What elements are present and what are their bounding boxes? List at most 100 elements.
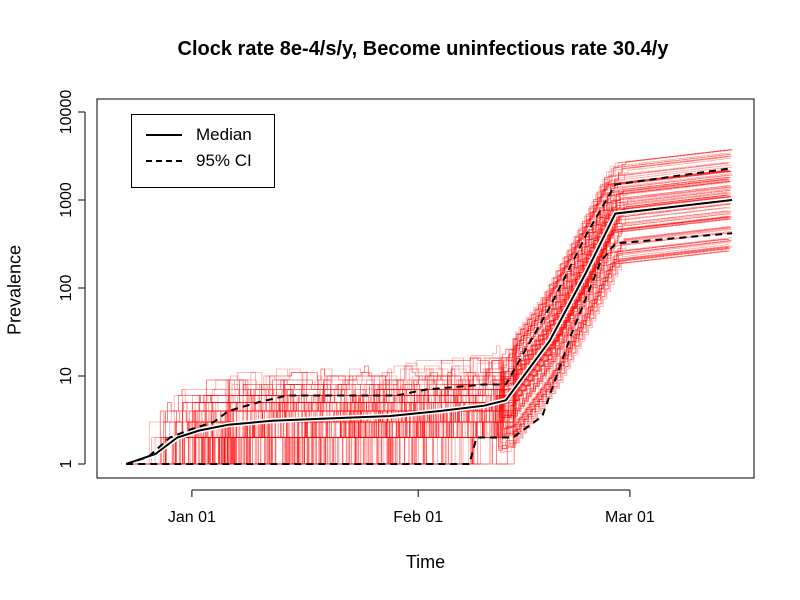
trajectory-line xyxy=(161,188,731,465)
trajectory-line xyxy=(208,232,731,464)
trajectory-line xyxy=(203,248,730,465)
median-line xyxy=(125,199,733,465)
trajectory-line xyxy=(154,216,732,465)
trajectory-line xyxy=(188,194,729,464)
trajectory-line xyxy=(188,192,730,465)
trajectory-line xyxy=(225,247,730,465)
trajectory-line xyxy=(158,149,733,465)
trajectory-line xyxy=(191,237,732,465)
trajectory-line xyxy=(158,171,732,465)
trajectory-line xyxy=(227,240,732,465)
trajectory-line xyxy=(156,216,730,465)
trajectory-line xyxy=(212,171,731,464)
trajectory-line xyxy=(170,250,729,465)
y-tick-label: 10000 xyxy=(58,90,75,135)
trajectory-line xyxy=(158,149,733,465)
trajectory-line xyxy=(178,226,731,465)
trajectory-line xyxy=(207,170,730,465)
trajectory-line xyxy=(171,185,731,465)
trajectory-line xyxy=(225,239,730,465)
trajectory-line xyxy=(154,216,732,465)
trajectory-line xyxy=(225,247,730,465)
axes: 1 10 100 1000 10000 Jan 01 Feb 01 Mar 01 xyxy=(58,90,655,526)
trajectory-line xyxy=(171,185,731,465)
trajectory-line xyxy=(221,246,730,465)
trajectory-line xyxy=(198,163,729,464)
trajectory-line xyxy=(203,248,730,465)
trajectory-line xyxy=(178,226,731,465)
trajectory-line xyxy=(212,227,732,465)
trajectory-line xyxy=(216,177,731,465)
trajectory-line xyxy=(225,239,730,465)
trajectory-line xyxy=(132,218,732,465)
trajectory-line xyxy=(190,154,731,465)
y-tick-label: 100 xyxy=(58,275,75,302)
trajectory-line xyxy=(203,238,730,465)
trajectory-line xyxy=(198,163,729,464)
trajectory-line xyxy=(164,207,731,465)
trajectory-line xyxy=(218,176,730,464)
y-tick-label: 1000 xyxy=(58,182,75,218)
trajectory-line xyxy=(193,187,731,465)
series-layer xyxy=(125,167,733,467)
trajectory-line xyxy=(135,170,731,465)
trajectory-line xyxy=(228,167,733,464)
trajectory-line xyxy=(172,196,731,465)
trajectory-line xyxy=(218,179,731,464)
trajectory-line xyxy=(173,179,729,465)
trajectory-line xyxy=(143,210,731,465)
trajectory-line xyxy=(144,173,733,465)
trajectory-line xyxy=(173,179,729,465)
x-axis-label: Time xyxy=(405,552,446,572)
trajectory-line xyxy=(207,170,730,465)
trajectory-line xyxy=(224,229,732,465)
trajectory-line xyxy=(212,227,732,465)
x-tick-label: Mar 01 xyxy=(605,509,655,526)
trajectory-line xyxy=(208,232,731,464)
trajectory-line xyxy=(212,180,732,464)
trajectory-line xyxy=(182,158,731,465)
trajectory-line xyxy=(212,171,731,464)
legend-dashed-line-icon xyxy=(146,160,182,162)
legend-label-ci: 95% CI xyxy=(196,151,252,170)
trajectory-line xyxy=(191,164,732,465)
legend-item-median: Median xyxy=(146,125,252,145)
trajectory-line xyxy=(218,176,730,464)
legend: Median 95% CI xyxy=(131,114,275,188)
legend-item-ci: 95% CI xyxy=(146,151,252,171)
trajectory-line xyxy=(178,196,730,465)
trajectory-line xyxy=(219,250,731,465)
trajectory-line xyxy=(201,152,731,465)
trajectory-line xyxy=(227,240,732,465)
y-axis-label: Prevalence xyxy=(4,244,25,336)
legend-solid-line-icon xyxy=(146,134,182,136)
trajectory-line xyxy=(188,218,730,465)
trajectory-line xyxy=(159,181,731,464)
trajectory-line xyxy=(216,241,732,465)
trajectory-line xyxy=(156,216,730,465)
x-tick-label: Feb 01 xyxy=(393,509,443,526)
trajectory-line xyxy=(190,154,731,465)
trajectory-line xyxy=(159,181,731,464)
chart-title: Clock rate 8e-4/s/y, Become uninfectious… xyxy=(177,38,669,60)
plot-frame xyxy=(96,98,755,479)
trajectory-line xyxy=(132,218,732,465)
trajectory-line xyxy=(180,155,732,465)
trajectory-line xyxy=(135,170,731,465)
y-tick-label: 1 xyxy=(58,459,75,468)
trajectory-line xyxy=(202,203,732,465)
trajectory-layer xyxy=(127,149,733,465)
trajectory-line xyxy=(180,155,732,465)
trajectory-line xyxy=(227,194,732,465)
trajectory-line xyxy=(223,218,732,465)
trajectory-line xyxy=(143,210,731,465)
x-tick-label: Jan 01 xyxy=(168,509,216,526)
trajectory-line xyxy=(204,228,731,465)
trajectory-line xyxy=(136,216,732,465)
legend-label-median: Median xyxy=(196,125,252,144)
trajectory-line xyxy=(181,246,729,465)
trajectory-line xyxy=(204,182,730,465)
trajectory-line xyxy=(224,215,729,464)
ci-lower-line xyxy=(126,232,733,465)
